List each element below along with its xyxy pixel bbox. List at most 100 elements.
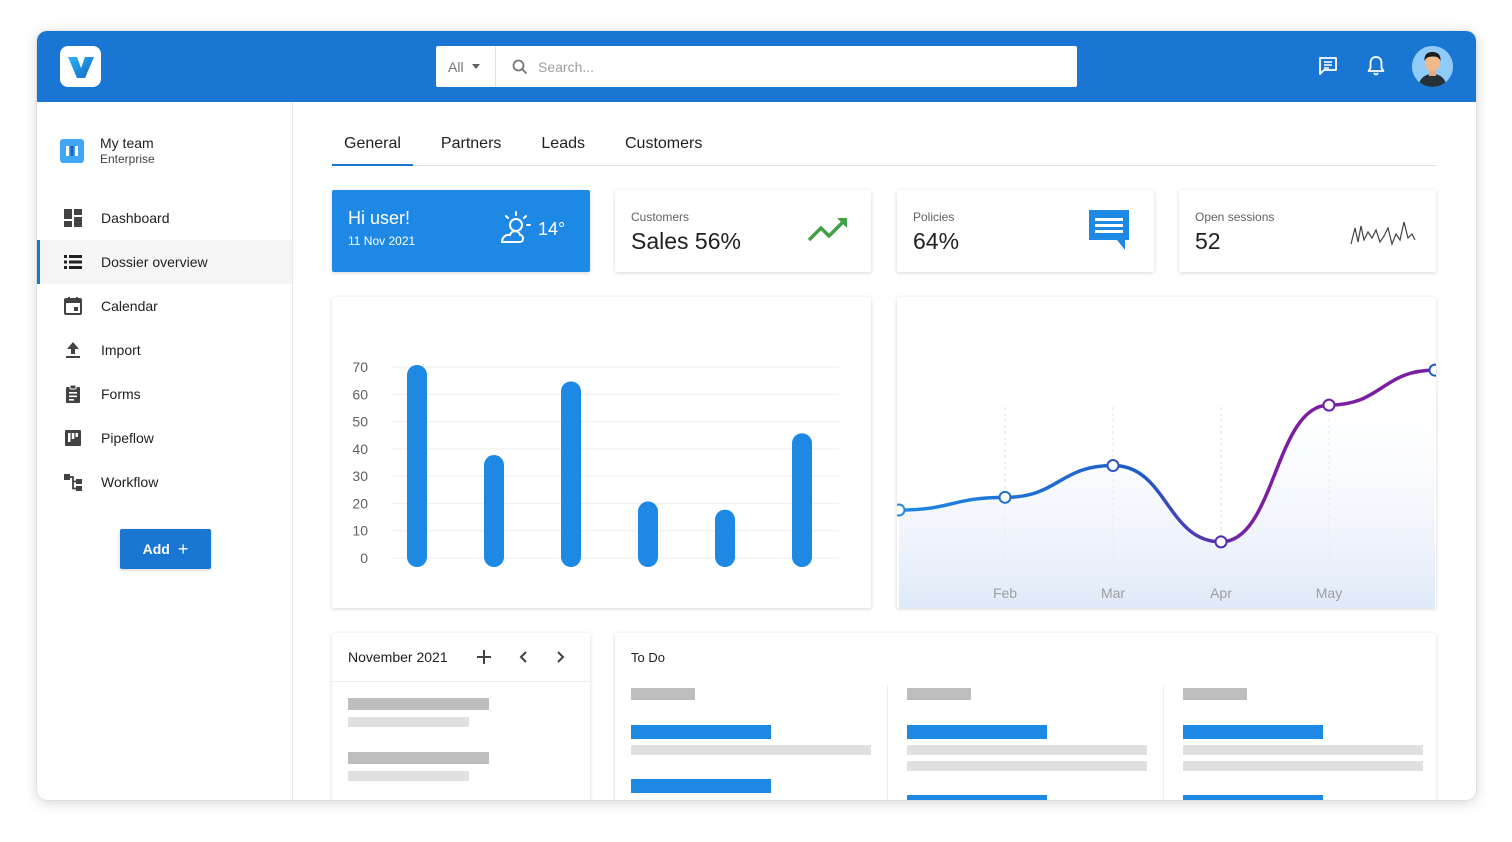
skeleton-line xyxy=(907,745,1147,755)
app-logo[interactable] xyxy=(60,46,101,87)
skeleton-line xyxy=(907,688,971,700)
todo-column xyxy=(1183,683,1459,800)
data-point[interactable] xyxy=(1428,363,1437,377)
bar[interactable] xyxy=(638,501,658,567)
y-tick-label: 30 xyxy=(352,468,368,484)
sidebar-nav: Dashboard Dossier overview Calendar Impo… xyxy=(37,196,292,504)
stat-value: Sales 56% xyxy=(631,228,741,254)
skeleton-task-bar[interactable] xyxy=(1183,795,1323,800)
bar[interactable] xyxy=(561,381,581,567)
skeleton-line xyxy=(1183,688,1247,700)
chevron-left-icon xyxy=(519,651,527,663)
tab-general[interactable]: General xyxy=(332,127,413,166)
skeleton-task-bar[interactable] xyxy=(1183,725,1323,739)
sidebar-item-dashboard[interactable]: Dashboard xyxy=(37,196,292,240)
stat-label: Policies xyxy=(913,210,955,224)
sidebar-item-workflow[interactable]: Workflow xyxy=(37,460,292,504)
data-point[interactable] xyxy=(1106,459,1120,473)
sidebar-item-calendar[interactable]: Calendar xyxy=(37,284,292,328)
plus-icon xyxy=(477,650,491,664)
team-selector[interactable]: My team Enterprise xyxy=(60,135,155,167)
skeleton-task-bar[interactable] xyxy=(907,725,1047,739)
data-point[interactable] xyxy=(1322,398,1336,412)
search-filter-dropdown[interactable]: All xyxy=(436,46,496,87)
upload-icon xyxy=(63,340,83,360)
tab-customers[interactable]: Customers xyxy=(624,135,703,152)
x-tick-label: May xyxy=(1316,585,1342,601)
logo-v-icon xyxy=(67,56,94,78)
partly-sunny-icon xyxy=(500,211,531,243)
tab-bar: General Partners Leads Customers xyxy=(332,127,1436,166)
kanban-icon xyxy=(63,428,83,448)
skeleton-task-bar[interactable] xyxy=(907,795,1047,800)
stat-value: 52 xyxy=(1195,228,1221,254)
stat-value: 64% xyxy=(913,228,960,254)
skeleton-line xyxy=(348,771,469,781)
todo-column xyxy=(907,683,1183,800)
chevron-right-icon xyxy=(557,651,565,663)
sidebar-item-forms[interactable]: Forms xyxy=(37,372,292,416)
sidebar-item-pipeflow[interactable]: Pipeflow xyxy=(37,416,292,460)
tab-leads[interactable]: Leads xyxy=(541,135,585,152)
column-divider xyxy=(887,685,888,800)
sidebar-item-label: Calendar xyxy=(101,298,158,314)
tab-partners[interactable]: Partners xyxy=(440,135,502,152)
todo-title: To Do xyxy=(631,650,665,665)
add-button[interactable]: Add + xyxy=(120,529,211,569)
temperature: 14° xyxy=(538,219,566,239)
y-tick-label: 0 xyxy=(360,550,368,566)
bar-chart-card: 0 10 20 30 40 50 60 70 xyxy=(332,297,871,608)
dashboard-icon xyxy=(63,208,83,228)
sidebar-item-label: Workflow xyxy=(101,474,159,490)
skeleton-line xyxy=(631,688,695,700)
stat-card-policies: Policies 64% xyxy=(897,190,1154,272)
next-month-button[interactable] xyxy=(548,645,572,669)
stat-label: Open sessions xyxy=(1195,210,1275,224)
message-icon xyxy=(1089,210,1129,250)
bar[interactable] xyxy=(792,433,812,567)
data-point[interactable] xyxy=(1214,535,1228,549)
area-chart: Feb Mar Apr May xyxy=(897,363,1437,608)
stat-label: Customers xyxy=(631,210,690,224)
chat-icon[interactable] xyxy=(1315,53,1341,79)
skeleton-line xyxy=(1183,761,1423,771)
bell-icon[interactable] xyxy=(1363,53,1389,79)
calendar-month-title: November 2021 xyxy=(348,649,448,665)
y-tick-label: 40 xyxy=(352,441,368,457)
bar-chart: 0 10 20 30 40 50 60 70 xyxy=(352,359,839,567)
search-input[interactable] xyxy=(538,46,1077,87)
y-tick-label: 70 xyxy=(352,359,368,375)
y-tick-label: 10 xyxy=(352,523,368,539)
caret-down-icon xyxy=(471,64,480,69)
search-icon xyxy=(512,58,530,76)
skeleton-task-bar[interactable] xyxy=(631,725,771,739)
data-point[interactable] xyxy=(998,490,1012,504)
bar[interactable] xyxy=(407,365,427,567)
stat-card-open-sessions: Open sessions 52 xyxy=(1179,190,1436,272)
today-date: 11 Nov 2021 xyxy=(348,234,416,248)
avatar[interactable] xyxy=(1412,46,1453,87)
team-name: My team xyxy=(100,135,154,151)
welcome-card: Hi user! 11 Nov 2021 14° xyxy=(332,190,590,272)
bar[interactable] xyxy=(484,455,504,567)
x-tick-label: Mar xyxy=(1101,585,1125,601)
y-tick-label: 50 xyxy=(352,414,368,430)
sidebar-item-import[interactable]: Import xyxy=(37,328,292,372)
bar[interactable] xyxy=(715,509,735,567)
sidebar-item-label: Pipeflow xyxy=(101,430,154,446)
search-filter-label: All xyxy=(448,58,464,75)
add-event-button[interactable] xyxy=(472,645,496,669)
list-icon xyxy=(63,252,83,272)
todo-column xyxy=(631,683,907,800)
data-point[interactable] xyxy=(897,503,906,517)
skeleton-task-bar[interactable] xyxy=(631,779,771,793)
team-text: My team Enterprise xyxy=(100,135,155,167)
skeleton-line xyxy=(348,698,489,710)
prev-month-button[interactable] xyxy=(512,645,536,669)
y-tick-label: 20 xyxy=(352,495,368,511)
sidebar-item-dossier-overview[interactable]: Dossier overview xyxy=(37,240,292,284)
trending-up-icon xyxy=(807,218,847,242)
calendar-header: November 2021 xyxy=(332,633,590,682)
column-divider xyxy=(1163,685,1164,800)
user-avatar-icon xyxy=(1412,46,1453,87)
